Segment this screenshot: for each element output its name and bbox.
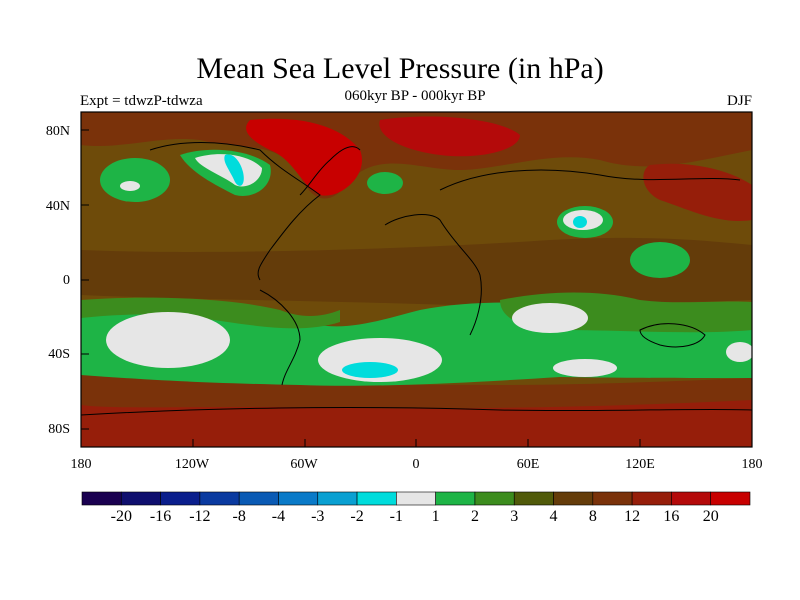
colorbar-label: -4 — [271, 508, 286, 525]
colorbar-label: -3 — [311, 508, 325, 525]
colorbar-swatch — [631, 491, 672, 506]
chart-title: Mean Sea Level Pressure (in hPa) — [196, 52, 604, 85]
colorbar-swatch — [396, 491, 436, 506]
lat-label: 0 — [63, 273, 70, 288]
coastlines — [81, 142, 752, 416]
lon-label: 180 — [70, 457, 92, 472]
siberia-high — [379, 116, 520, 157]
colorbar-swatch — [81, 491, 122, 506]
lon-label: 60E — [516, 457, 540, 472]
colorbar-label: 2 — [470, 508, 479, 525]
colorbar-label: 3 — [510, 508, 519, 525]
north-atlantic-green — [367, 172, 403, 194]
lon-label: 120E — [625, 457, 655, 472]
axis-ticks — [80, 129, 753, 447]
lat-label: 80S — [48, 422, 70, 437]
lon-label: 180 — [741, 457, 763, 472]
laurentide-grey — [195, 154, 262, 187]
colorbar-label: 12 — [624, 508, 641, 525]
colorbar-swatch — [238, 491, 279, 506]
colorbar-swatch — [356, 491, 397, 506]
colorbar-swatch — [317, 491, 358, 506]
colorbar-swatch — [160, 491, 201, 506]
tibet-cyan — [573, 216, 587, 228]
colorbar-swatch — [474, 491, 515, 506]
maritime-green — [630, 242, 690, 278]
south-atlantic-low — [342, 362, 398, 378]
tasman-grey — [726, 342, 752, 362]
north-pacific-green — [100, 158, 170, 202]
lon-label: 0 — [412, 457, 420, 472]
colorbar-swatch — [199, 491, 240, 506]
colorbar-swatch — [435, 491, 476, 506]
greenland-high — [246, 118, 362, 196]
colorbar-label: -8 — [232, 508, 246, 525]
season-label: DJF — [726, 93, 752, 109]
colorbar-label: 20 — [702, 508, 719, 525]
lat-label: 40S — [48, 347, 70, 362]
lat-label: 40N — [45, 199, 70, 214]
south-pacific-grey — [106, 312, 230, 368]
colorbar-swatch — [513, 491, 554, 506]
colorbar-swatch — [710, 491, 751, 506]
colorbar-swatch — [553, 491, 594, 506]
map-field — [81, 112, 752, 447]
colorbar-label: 16 — [663, 508, 680, 525]
tropical-band — [81, 237, 752, 305]
colorbar-label: -2 — [350, 508, 364, 525]
colorbar-label: -1 — [389, 508, 403, 525]
colorbar-swatch — [592, 491, 633, 506]
experiment-label: Expt = tdwzP-tdwza — [80, 93, 203, 109]
colorbar-label: 1 — [431, 508, 440, 525]
colorbar-label: -12 — [189, 508, 211, 525]
colorbar-label: -16 — [149, 508, 172, 525]
colorbar-label: 4 — [549, 508, 558, 525]
antarctic-high — [81, 396, 752, 447]
colorbar — [81, 491, 751, 506]
north-pacific-grey — [120, 181, 140, 191]
chart-subtitle: 060kyr BP - 000kyr BP — [344, 88, 486, 104]
colorbar-swatch — [671, 491, 712, 506]
colorbar-label: 8 — [588, 508, 597, 525]
lon-label: 60W — [290, 457, 318, 472]
lon-label: 120W — [174, 457, 210, 472]
south-indian-grey — [553, 359, 617, 377]
colorbar-swatch — [120, 491, 161, 506]
lat-label: 80N — [45, 124, 70, 139]
colorbar-swatch — [278, 491, 319, 506]
southern-green-dark — [81, 297, 340, 329]
indian-ocean-grey — [512, 303, 588, 333]
laurentide-cyan — [224, 154, 244, 186]
colorbar-label: -20 — [110, 508, 132, 525]
east-asia-high — [643, 163, 752, 221]
